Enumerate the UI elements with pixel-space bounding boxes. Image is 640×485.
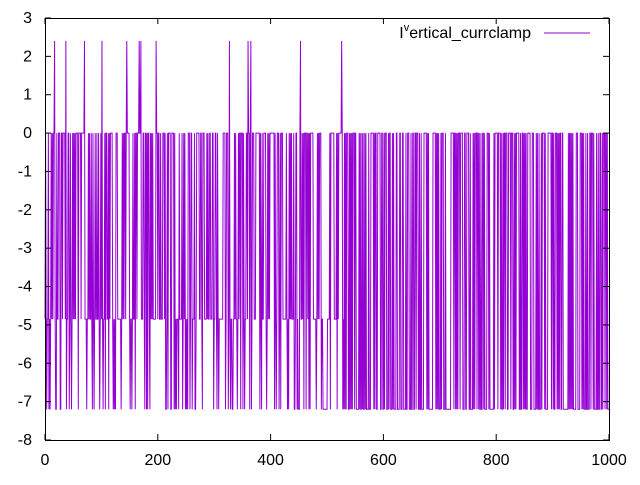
y-tick-label: 3 <box>23 10 32 27</box>
x-tick-label: 200 <box>144 452 171 469</box>
x-tick-label: 800 <box>483 452 510 469</box>
x-tick-label: 600 <box>370 452 397 469</box>
y-tick-label: -4 <box>18 279 32 296</box>
y-tick-label: 2 <box>23 48 32 65</box>
y-tick-label: 0 <box>23 125 32 142</box>
x-tick-label: 1000 <box>591 452 627 469</box>
y-tick-label: -6 <box>18 355 32 372</box>
legend-label-rest: ertical_currclamp <box>409 25 531 42</box>
x-tick-label: 0 <box>41 452 50 469</box>
y-tick-label: -2 <box>18 202 32 219</box>
legend-label: Ivertical_currclamp <box>399 22 531 42</box>
y-tick-label: 1 <box>23 87 32 104</box>
y-axis: 3 2 1 0 -1 -2 -3 -4 -5 -6 -7 -8 <box>18 10 609 449</box>
y-tick-label: -5 <box>18 317 32 334</box>
legend-label-sup: v <box>404 22 410 34</box>
y-tick-label: -1 <box>18 163 32 180</box>
legend: Ivertical_currclamp <box>399 22 590 42</box>
y-tick-label: -7 <box>18 394 32 411</box>
plot-frame <box>45 18 610 441</box>
legend-label-main: I <box>399 25 403 42</box>
series-line <box>44 41 609 410</box>
y-tick-label: -3 <box>18 240 32 257</box>
series-layer <box>44 41 609 410</box>
x-tick-label: 400 <box>257 452 284 469</box>
x-axis: 0 200 400 600 800 1000 <box>41 18 627 469</box>
y-tick-label: -8 <box>18 432 32 449</box>
